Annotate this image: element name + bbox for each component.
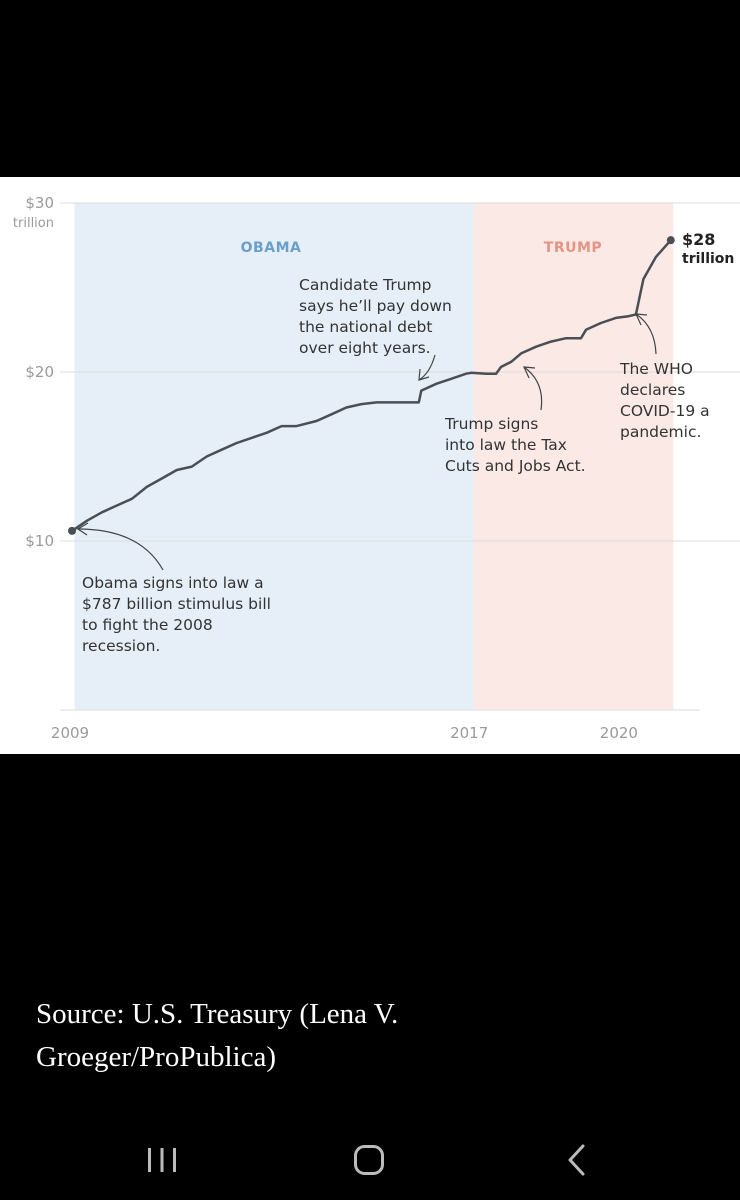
debt-data-point <box>500 366 502 368</box>
annotation-2-line-4: over eight years. <box>299 339 431 357</box>
debt-data-point <box>465 372 468 375</box>
back-icon <box>568 1144 585 1176</box>
annotation-4-line-2: declares <box>620 381 685 399</box>
debt-data-point <box>615 317 617 319</box>
annotation-3-arrow <box>523 366 543 411</box>
debt-data-point <box>345 406 348 409</box>
debt-data-point <box>655 256 657 258</box>
debt-data-point <box>315 420 318 422</box>
annotation-2-arrow <box>418 354 436 381</box>
annotation-1-line-2: $787 billion stimulus bill <box>82 595 271 613</box>
debt-data-point <box>375 401 378 404</box>
home-button[interactable] <box>339 1138 399 1182</box>
debt-data-point <box>565 337 567 339</box>
android-nav-bar <box>0 1120 740 1200</box>
debt-data-point <box>131 497 133 500</box>
annotation-1-arrow <box>77 528 164 571</box>
debt-data-point <box>390 401 393 404</box>
y-tick-label: $10 <box>25 532 54 550</box>
start-point-marker <box>68 526 76 535</box>
debt-data-point <box>550 340 552 343</box>
source-caption-line-2: Groeger/ProPublica) <box>36 1041 276 1073</box>
annotation-3-line-3: Cuts and Jobs Act. <box>445 457 586 475</box>
debt-data-point <box>280 425 283 427</box>
debt-data-point <box>585 328 587 331</box>
back-button[interactable] <box>546 1138 606 1182</box>
recent-apps-button[interactable] <box>132 1138 192 1182</box>
y-tick-label: $30 <box>25 194 54 212</box>
debt-data-point <box>250 437 253 439</box>
x-tick-label: 2020 <box>600 724 638 742</box>
annotation-4-line-4: pandemic. <box>620 423 701 441</box>
debt-data-point <box>520 352 522 355</box>
debt-data-point <box>405 401 408 404</box>
annotation-2-line-1: Candidate Trump <box>299 276 432 294</box>
debt-data-point <box>190 465 193 468</box>
debt-data-point <box>360 403 363 405</box>
debt-data-point <box>580 337 582 339</box>
debt-data-point <box>420 389 423 392</box>
source-caption: Source: U.S. Treasury (Lena V. Groeger/P… <box>36 993 706 1079</box>
annotation-1-line-3: to fight the 2008 <box>82 616 213 634</box>
annotation-1-arrowhead <box>76 522 89 536</box>
debt-data-point <box>265 432 268 434</box>
period-label-trump: TRUMP <box>544 240 602 256</box>
period-band-obama <box>74 203 474 710</box>
debt-data-point <box>295 425 298 427</box>
debt-data-point <box>205 455 208 458</box>
debt-data-point <box>470 372 473 374</box>
annotation-3-line-2: into law the Tax <box>445 436 567 454</box>
debt-data-point <box>642 278 645 280</box>
chart-svg: Obama signs into law a $787 billion stimu… <box>13 194 740 742</box>
recent-apps-icon <box>148 1148 176 1172</box>
debt-chart: Obama signs into law a $787 billion stimu… <box>0 177 740 754</box>
y-tick-label: $20 <box>25 363 54 381</box>
debt-data-point <box>146 486 148 488</box>
annotation-4-line-3: COVID-19 a <box>620 402 710 420</box>
x-tick-label: 2009 <box>51 724 89 742</box>
debt-data-point <box>330 413 333 416</box>
debt-data-point <box>418 401 420 404</box>
debt-data-point <box>86 519 88 522</box>
annotation-4-line-1: The WHO <box>619 360 693 378</box>
debt-data-point <box>220 448 223 451</box>
debt-data-point <box>101 511 103 514</box>
debt-data-point <box>116 504 118 507</box>
annotation-4-arrowhead <box>635 313 648 326</box>
debt-data-point <box>485 372 487 375</box>
debt-data-point <box>535 345 537 348</box>
x-tick-label: 2017 <box>450 724 488 742</box>
annotation-1-line-4: recession. <box>82 637 160 655</box>
debt-data-point <box>235 442 238 444</box>
debt-data-point <box>510 361 512 363</box>
y-unit-label: trillion <box>13 216 54 231</box>
debt-data-point <box>600 322 602 324</box>
end-value-label: $28 <box>682 230 715 249</box>
annotation-2-line-3: the national debt <box>299 318 432 336</box>
period-band-trump <box>473 203 674 710</box>
annotation-3-line-1: Trump signs <box>444 415 538 433</box>
debt-data-point <box>435 383 438 385</box>
debt-data-point <box>175 469 178 471</box>
home-icon <box>354 1145 384 1175</box>
annotation-4-arrow <box>635 313 657 355</box>
debt-data-point <box>161 477 163 480</box>
period-label-obama: OBAMA <box>241 240 302 256</box>
debt-data-point <box>450 377 453 380</box>
debt-data-point <box>627 315 630 318</box>
annotation-3-arrowhead <box>523 366 536 379</box>
end-unit-label: trillion <box>682 251 734 267</box>
debt-line-series <box>70 238 673 533</box>
debt-data-point <box>495 372 497 375</box>
annotation-1-line-1: Obama signs into law a <box>82 574 264 592</box>
annotation-2-arrowhead <box>418 368 430 381</box>
end-point-marker <box>666 236 675 245</box>
source-caption-line-1: Source: U.S. Treasury (Lena V. <box>36 998 399 1030</box>
annotation-2-line-2: says he’ll pay down <box>299 297 452 315</box>
